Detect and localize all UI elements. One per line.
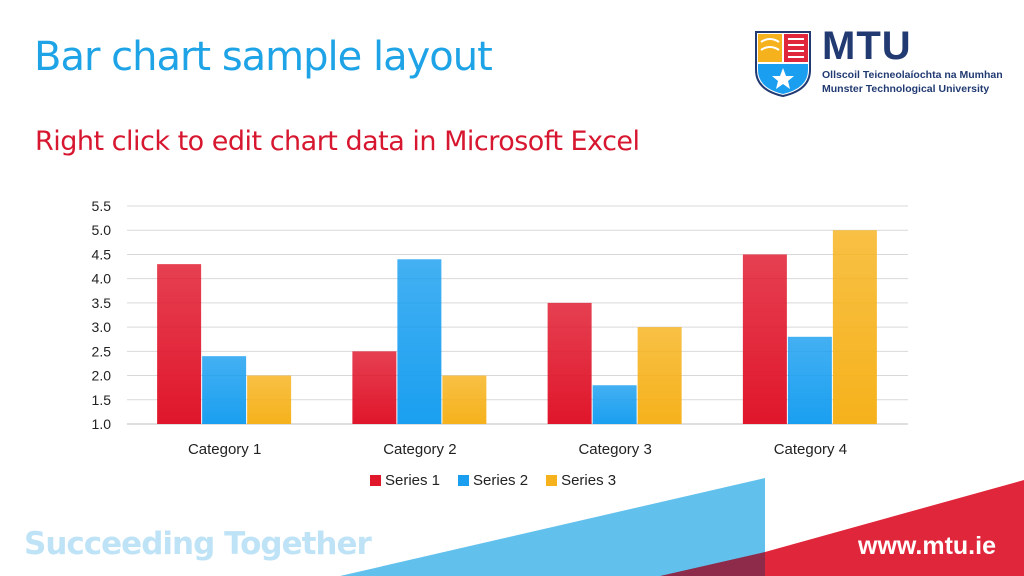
legend-swatch [370,475,381,486]
legend-label: Series 1 [385,472,441,489]
y-tick-label: 2.5 [92,343,112,359]
bar-series-2-category-2 [397,259,442,424]
slide-subtitle: Right click to edit chart data in Micros… [35,126,640,157]
x-category-label: Category 4 [774,441,847,458]
x-category-label: Category 2 [383,441,456,458]
x-category-label: Category 1 [188,441,261,458]
legend-item: Series 1 [370,472,440,489]
bar-series-3-category-4 [832,230,877,424]
bar-series-2-category-1 [202,356,247,424]
mtu-logo: MTU Ollscoil Teicneolaíochta na Mumhan M… [752,24,1003,98]
legend-swatch [546,475,558,486]
bar-series-1-category-4 [742,254,787,424]
y-tick-label: 5.5 [92,198,112,214]
bar-series-3-category-2 [442,375,487,424]
bar-series-3-category-3 [637,327,682,424]
bar-series-1-category-3 [547,302,592,424]
footer-blue-stripe [340,478,765,576]
bar-chart: 1.0 1.5 2.0 2.5 3.0 3.5 4.0 4.5 5.0 5.5 Category 1… [92,198,908,458]
logo-line-english: Munster Technological University [822,83,990,95]
x-category-label: Category 3 [578,441,651,458]
legend-label: Series 2 [473,472,529,489]
legend-label: Series 3 [561,472,617,489]
website-link[interactable]: www.mtu.ie [858,532,996,560]
logo-name: MTU [822,24,912,68]
bar-series-1-category-1 [157,264,202,424]
bar-series-1-category-2 [352,351,397,424]
chart-legend: Series 1 Series 2 Series 3 [370,472,616,489]
tagline: Succeeding Together [24,526,372,562]
y-tick-label: 4.0 [92,271,112,287]
y-tick-label: 2.0 [92,368,112,384]
slide-title: Bar chart sample layout [34,34,493,80]
bar-series-3-category-1 [247,375,292,424]
y-tick-label: 3.5 [92,295,112,311]
y-tick-label: 3.0 [92,319,112,335]
y-tick-label: 1.0 [92,416,112,432]
bar-series-2-category-3 [592,385,637,424]
logo-line-irish: Ollscoil Teicneolaíochta na Mumhan [822,69,1003,81]
bar-series-2-category-4 [787,336,832,424]
y-tick-label: 5.0 [92,222,112,238]
y-tick-label: 1.5 [92,392,112,408]
legend-item: Series 3 [546,472,616,489]
y-tick-label: 4.5 [92,246,112,262]
mtu-crest-icon [755,31,811,98]
footer-red-band [765,480,1024,576]
legend-item: Series 2 [458,472,528,489]
legend-swatch [458,475,470,486]
footer-overlap [660,552,765,576]
